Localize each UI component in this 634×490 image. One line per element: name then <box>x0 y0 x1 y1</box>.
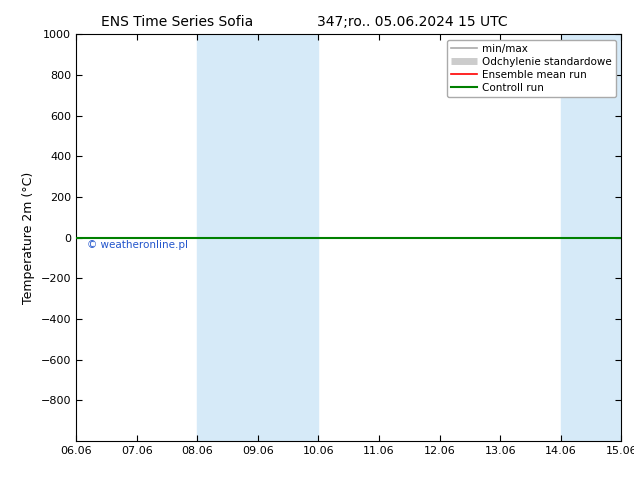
Bar <box>560 34 621 441</box>
Text: 347;ro.. 05.06.2024 15 UTC: 347;ro.. 05.06.2024 15 UTC <box>317 15 507 29</box>
Bar <box>258 34 318 441</box>
Text: © weatheronline.pl: © weatheronline.pl <box>87 240 188 250</box>
Text: ENS Time Series Sofia: ENS Time Series Sofia <box>101 15 254 29</box>
Bar <box>197 34 258 441</box>
Legend: min/max, Odchylenie standardowe, Ensemble mean run, Controll run: min/max, Odchylenie standardowe, Ensembl… <box>447 40 616 97</box>
Y-axis label: Temperature 2m (°C): Temperature 2m (°C) <box>22 172 35 304</box>
